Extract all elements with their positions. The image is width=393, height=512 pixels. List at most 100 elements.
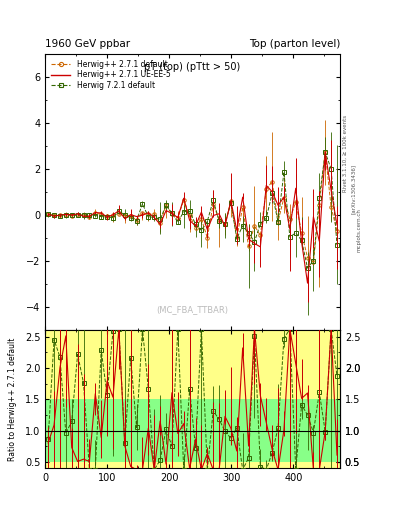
Text: Rivet 3.1.10, ≥ 100k events: Rivet 3.1.10, ≥ 100k events — [343, 115, 348, 192]
Bar — [163, 399, 169, 462]
Bar — [293, 399, 299, 462]
Bar — [305, 330, 310, 468]
Bar — [328, 330, 334, 468]
Bar — [246, 330, 252, 468]
Bar — [299, 330, 305, 468]
Bar — [92, 330, 98, 468]
Bar — [252, 399, 257, 462]
Bar — [169, 330, 175, 468]
Bar — [334, 330, 340, 468]
Bar — [145, 330, 151, 468]
Bar — [110, 399, 116, 462]
Bar — [122, 399, 128, 462]
Bar — [104, 399, 110, 462]
Bar — [75, 330, 81, 468]
Bar — [51, 399, 57, 462]
Bar — [322, 330, 328, 468]
Bar — [187, 330, 193, 468]
Bar — [187, 399, 193, 462]
Bar — [69, 399, 75, 462]
Bar — [98, 399, 104, 462]
Bar — [234, 399, 240, 462]
Bar — [263, 330, 269, 468]
Bar — [204, 330, 210, 468]
Bar — [163, 330, 169, 468]
Bar — [316, 330, 322, 468]
Bar — [86, 399, 92, 462]
Bar — [175, 399, 181, 462]
Bar — [51, 330, 57, 468]
Bar — [57, 399, 63, 462]
Bar — [198, 330, 204, 468]
Bar — [63, 330, 69, 468]
Bar — [75, 399, 81, 462]
Bar — [328, 399, 334, 462]
Bar — [228, 330, 234, 468]
Bar — [216, 399, 222, 462]
Bar — [81, 330, 86, 468]
Bar — [322, 399, 328, 462]
Bar — [305, 399, 310, 462]
Bar — [222, 330, 228, 468]
Bar — [116, 330, 122, 468]
Bar — [287, 330, 293, 468]
Bar — [287, 399, 293, 462]
Bar — [210, 399, 216, 462]
Bar — [57, 330, 63, 468]
Text: 1960 GeV ppbar: 1960 GeV ppbar — [45, 38, 130, 49]
Bar — [234, 330, 240, 468]
Bar — [334, 399, 340, 462]
Bar — [140, 399, 145, 462]
Text: pT (top) (pTtt > 50): pT (top) (pTtt > 50) — [145, 62, 241, 72]
Bar — [128, 399, 134, 462]
Text: [arXiv:1306.3436]: [arXiv:1306.3436] — [351, 164, 356, 215]
Bar — [210, 330, 216, 468]
Bar — [240, 399, 246, 462]
Bar — [275, 399, 281, 462]
Bar — [310, 330, 316, 468]
Bar — [175, 330, 181, 468]
Bar — [257, 399, 263, 462]
Bar — [310, 399, 316, 462]
Text: mcplots.cern.ch: mcplots.cern.ch — [357, 208, 362, 252]
Bar — [140, 330, 145, 468]
Bar — [257, 330, 263, 468]
Bar — [269, 399, 275, 462]
Bar — [193, 330, 198, 468]
Bar — [134, 330, 140, 468]
Bar — [116, 399, 122, 462]
Bar — [134, 399, 140, 462]
Bar — [240, 330, 246, 468]
Bar — [281, 399, 287, 462]
Bar — [81, 399, 86, 462]
Bar — [198, 399, 204, 462]
Bar — [45, 399, 51, 462]
Text: (MC_FBA_TTBAR): (MC_FBA_TTBAR) — [156, 305, 229, 314]
Bar — [216, 330, 222, 468]
Legend: Herwig++ 2.7.1 default, Herwig++ 2.7.1 UE-EE-5, Herwig 7.2.1 default: Herwig++ 2.7.1 default, Herwig++ 2.7.1 U… — [49, 57, 173, 92]
Bar — [269, 330, 275, 468]
Y-axis label: Ratio to Herwig++ 2.7.1 default: Ratio to Herwig++ 2.7.1 default — [8, 338, 17, 461]
Bar — [157, 330, 163, 468]
Bar — [145, 399, 151, 462]
Bar — [299, 399, 305, 462]
Bar — [104, 330, 110, 468]
Bar — [86, 330, 92, 468]
Bar — [169, 399, 175, 462]
Bar — [92, 399, 98, 462]
Bar — [151, 399, 157, 462]
Bar — [275, 330, 281, 468]
Bar — [252, 330, 257, 468]
Bar — [228, 399, 234, 462]
Bar — [204, 399, 210, 462]
Bar — [151, 330, 157, 468]
Bar — [316, 399, 322, 462]
Bar — [246, 399, 252, 462]
Bar — [293, 330, 299, 468]
Bar — [157, 399, 163, 462]
Bar — [181, 399, 187, 462]
Bar — [193, 399, 198, 462]
Bar — [63, 399, 69, 462]
Bar — [69, 330, 75, 468]
Bar — [263, 399, 269, 462]
